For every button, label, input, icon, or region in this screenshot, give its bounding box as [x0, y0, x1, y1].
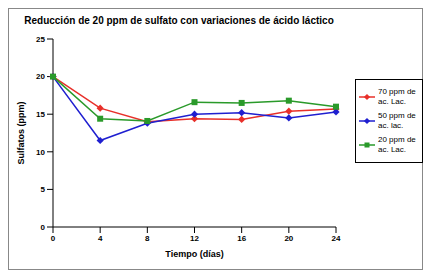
svg-text:15: 15 [36, 110, 45, 119]
svg-text:12: 12 [190, 234, 199, 243]
html-text:20 ppm de ac. Lac.: 20 ppm de ac. Lac. [378, 135, 416, 154]
svg-text:Sulfatos (ppm): Sulfatos (ppm) [16, 102, 26, 165]
html-text:50 ppm de ac. lac.: 50 ppm de ac. lac. [378, 111, 416, 130]
svg-text:20: 20 [36, 72, 45, 81]
svg-text:16: 16 [237, 234, 246, 243]
svg-text:24: 24 [332, 234, 341, 243]
svg-text:20: 20 [284, 234, 293, 243]
svg-text:0: 0 [41, 223, 46, 232]
svg-text:4: 4 [98, 234, 103, 243]
svg-text:Tiempo (días): Tiempo (días) [165, 249, 223, 259]
html-text:70 ppm de ac. Lac.: 70 ppm de ac. Lac. [378, 87, 416, 106]
html-text:Reducción de 20 ppm de sulfato: Reducción de 20 ppm de sulfato con varia… [24, 15, 334, 26]
svg-text:0: 0 [51, 234, 56, 243]
svg-text:10: 10 [36, 148, 45, 157]
svg-text:5: 5 [41, 185, 46, 194]
svg-text:25: 25 [36, 35, 45, 44]
svg-text:8: 8 [145, 234, 150, 243]
